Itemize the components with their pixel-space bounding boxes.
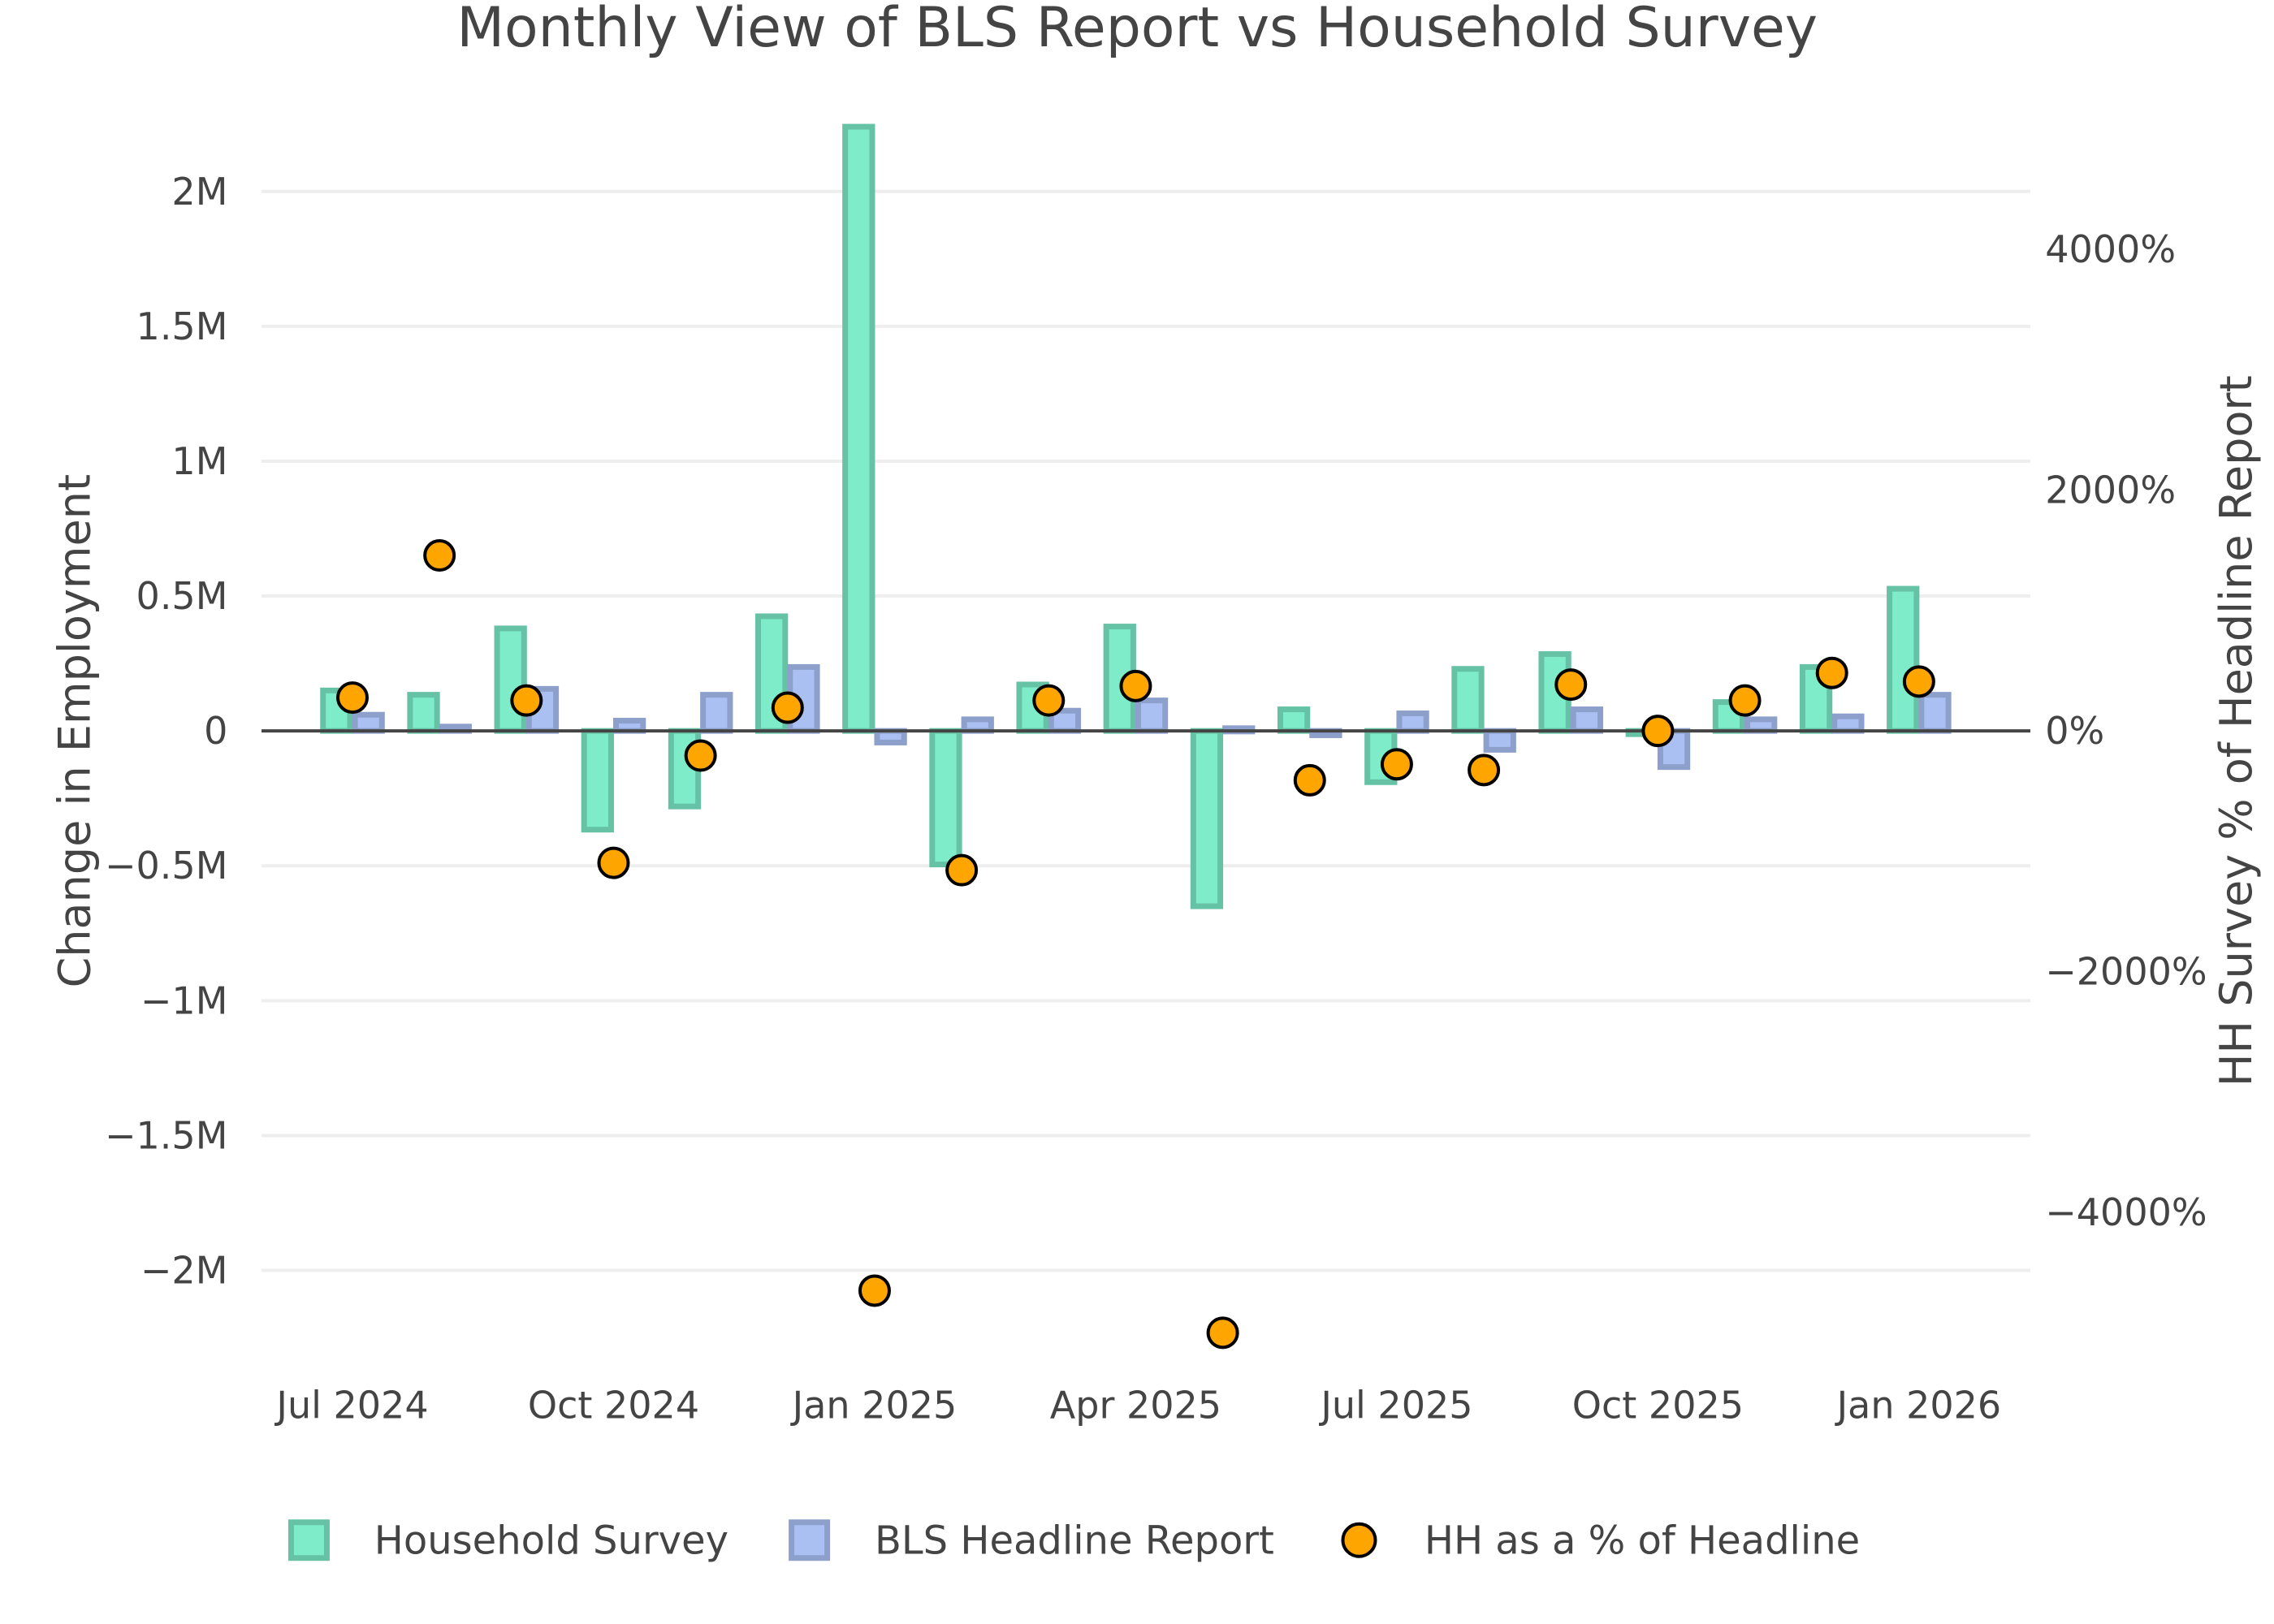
- legend: Household Survey BLS Headline Report HH as…: [287, 1518, 1860, 1564]
- y-axis-label: Change in Employment: [50, 474, 101, 988]
- household-survey-bar: [407, 692, 440, 734]
- legend-marker: [1341, 1522, 1377, 1558]
- bls-headline-bar: [1918, 692, 1952, 734]
- hh-pct-point: [1554, 668, 1588, 702]
- y2-axis-label: HH Survey % of Headline Report: [2211, 375, 2262, 1086]
- legend-label: HH as a % of Headline: [1424, 1518, 1860, 1564]
- scatter-points: [335, 539, 1935, 1350]
- hh-pct-point: [597, 846, 630, 879]
- hh-pct-point: [1815, 656, 1848, 689]
- household-survey-bar: [1887, 585, 1920, 734]
- x-tick-label: Apr 2025: [1050, 1384, 1221, 1427]
- hh-pct-point: [1380, 748, 1413, 781]
- bls-headline-bar: [352, 711, 385, 734]
- y-tick-label: 1.5M: [136, 304, 228, 348]
- hh-pct-point: [423, 539, 456, 572]
- bls-headline-bar: [961, 716, 994, 734]
- x-tick-label: Jul 2024: [274, 1384, 428, 1427]
- household-survey-bar: [842, 123, 875, 734]
- hh-pct-point: [858, 1274, 891, 1307]
- household-survey-bar: [494, 625, 527, 734]
- hh-pct-point: [684, 739, 717, 772]
- y2-tick-label: −2000%: [2045, 950, 2207, 994]
- y-tick-label: 0: [204, 709, 227, 753]
- y-tick-label: −1M: [141, 978, 228, 1022]
- hh-pct-point: [1468, 754, 1501, 787]
- bls-headline-bar: [700, 692, 733, 734]
- hh-pct-point: [1293, 763, 1326, 797]
- y-tick-label: 2M: [171, 170, 227, 214]
- bls-headline-bar: [874, 728, 907, 745]
- household-survey-bar: [581, 728, 614, 833]
- bls-headline-bar: [1570, 706, 1604, 734]
- hh-pct-point: [1641, 715, 1675, 748]
- household-survey-bar: [1451, 666, 1485, 734]
- x-axis-ticks: Jul 2024 Oct 2024 Jan 2025 Apr 2025 Jul 2025…: [274, 1384, 2001, 1427]
- legend-swatch: [789, 1519, 831, 1561]
- y-tick-label: −0.5M: [105, 844, 227, 888]
- bls-headline-bar: [1744, 716, 1778, 734]
- y2-tick-label: 0%: [2045, 709, 2104, 753]
- y2-tick-label: −4000%: [2045, 1190, 2207, 1234]
- x-tick-label: Oct 2024: [528, 1384, 699, 1427]
- hh-pct-point: [1119, 669, 1152, 702]
- y-tick-label: 0.5M: [136, 574, 228, 618]
- legend-swatch: [287, 1519, 330, 1561]
- x-tick-label: Jul 2025: [1318, 1384, 1472, 1427]
- household-survey-bar: [929, 728, 962, 868]
- chart-title: Monthly View of BLS Report vs Household …: [456, 0, 1818, 60]
- y-tick-label: −2M: [141, 1249, 228, 1293]
- legend-label: Household Survey: [374, 1518, 728, 1564]
- household-survey-bar: [1277, 706, 1311, 734]
- hh-pct-point: [771, 691, 804, 724]
- hh-pct-point: [1902, 665, 1935, 698]
- y2-axis-ticks: −4000% −2000% 0% 2000% 4000%: [2045, 227, 2207, 1234]
- hh-pct-point: [945, 853, 979, 887]
- x-tick-label: Oct 2025: [1572, 1384, 1744, 1427]
- hh-pct-point: [510, 684, 543, 717]
- hh-pct-point: [1728, 684, 1762, 717]
- y2-tick-label: 4000%: [2045, 227, 2176, 271]
- bls-headline-bar: [1396, 710, 1429, 734]
- household-survey-bar: [1190, 728, 1224, 909]
- gridlines: [262, 189, 2030, 1272]
- bls-headline-bar: [1483, 728, 1516, 753]
- x-tick-label: Jan 2026: [1835, 1384, 2002, 1427]
- y-axis-ticks: −2M −1.5M −1M −0.5M 0 0.5M 1M 1.5M 2M: [105, 170, 227, 1293]
- hh-pct-point: [335, 681, 369, 715]
- bars: [320, 123, 1952, 909]
- bls-headline-bar: [1135, 698, 1169, 734]
- hh-pct-point: [1206, 1316, 1239, 1350]
- x-tick-label: Jan 2025: [790, 1384, 958, 1427]
- legend-label: BLS Headline Report: [875, 1518, 1274, 1564]
- hh-pct-point: [1032, 684, 1066, 717]
- y2-tick-label: 2000%: [2045, 469, 2176, 512]
- bls-headline-bar: [1831, 713, 1865, 734]
- y-tick-label: 1M: [171, 439, 227, 483]
- y-tick-label: −1.5M: [105, 1113, 227, 1157]
